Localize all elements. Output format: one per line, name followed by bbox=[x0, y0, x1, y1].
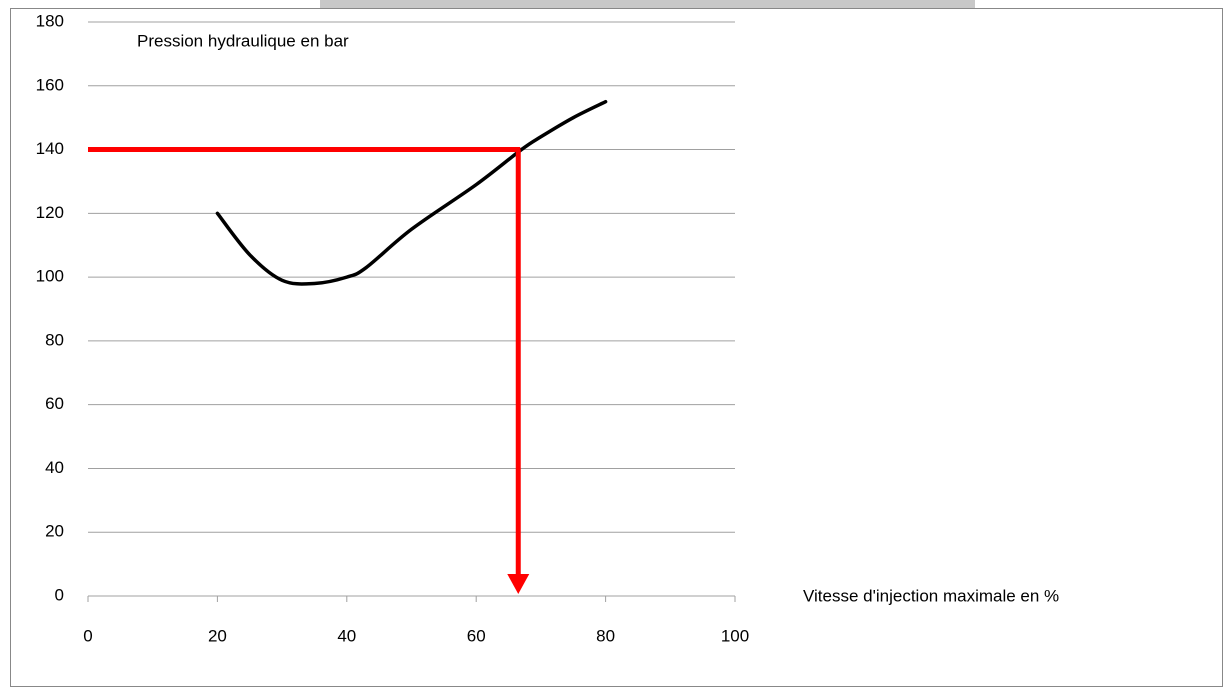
y-tick-label: 20 bbox=[45, 522, 64, 541]
x-tick-label: 40 bbox=[337, 626, 356, 645]
y-tick-label: 120 bbox=[36, 203, 64, 222]
y-axis-label: Pression hydraulique en bar bbox=[137, 31, 349, 50]
y-tick-label: 80 bbox=[45, 330, 64, 349]
x-axis-label: Vitesse d'injection maximale en % bbox=[803, 586, 1059, 605]
y-tick-label: 180 bbox=[36, 11, 64, 30]
y-tick-label: 0 bbox=[55, 585, 64, 604]
x-tick-label: 100 bbox=[721, 626, 749, 645]
line bbox=[215, 99, 608, 286]
y-tick-label: 100 bbox=[36, 267, 64, 286]
y-tick-label: 160 bbox=[36, 75, 64, 94]
y-tick-label: 140 bbox=[36, 139, 64, 158]
y-tick-label: 40 bbox=[45, 458, 64, 477]
x-tick-label: 80 bbox=[596, 626, 615, 645]
x-tick-label: 60 bbox=[467, 626, 486, 645]
window-bar bbox=[320, 0, 975, 8]
x-tick-label: 0 bbox=[83, 626, 92, 645]
chart-border bbox=[10, 8, 1223, 687]
x-tick-label: 20 bbox=[208, 626, 227, 645]
y-tick-label: 60 bbox=[45, 394, 64, 413]
guide-arrowhead bbox=[507, 574, 530, 594]
